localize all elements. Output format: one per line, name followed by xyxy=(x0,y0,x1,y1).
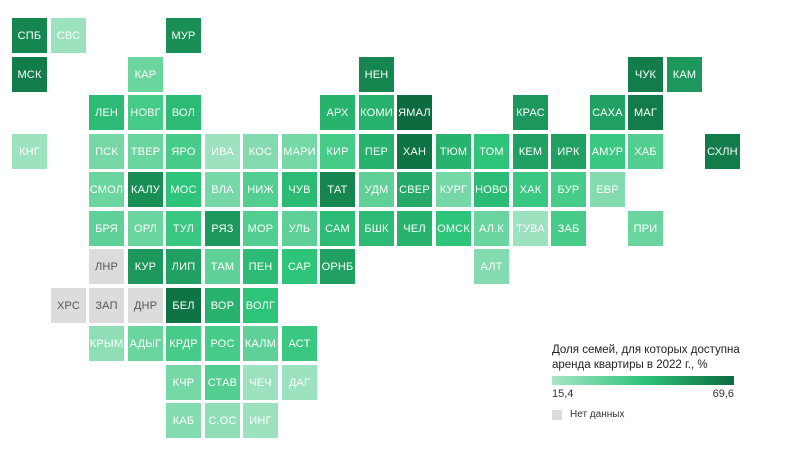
tile-59: ТУВА xyxy=(513,211,548,246)
tile-77: АДЫГ xyxy=(128,326,163,361)
tile-32: ХАБ xyxy=(628,134,663,169)
tile-25: ПЕР xyxy=(359,134,394,169)
tile-30: ИРК xyxy=(551,134,586,169)
tile-22: КОС xyxy=(243,134,278,169)
tile-26: ХАН xyxy=(397,134,432,169)
tile-6: ЧУК xyxy=(628,57,663,92)
tile-43: КУРГ xyxy=(436,172,471,207)
tile-61: ПРИ xyxy=(628,211,663,246)
tile-72: ДНР xyxy=(128,288,163,323)
tile-13: ЯМАЛ xyxy=(397,95,432,130)
tile-23: МАРИ xyxy=(282,134,317,169)
tile-81: АСТ xyxy=(282,326,317,361)
tile-55: БШК xyxy=(359,211,394,246)
tile-11: АРХ xyxy=(320,95,355,130)
tile-47: ЕВР xyxy=(590,172,625,207)
tile-17: КНГ xyxy=(12,134,47,169)
tile-12: КОМИ xyxy=(359,95,394,130)
legend-max-label: 69,6 xyxy=(712,388,734,400)
tile-19: ТВЕР xyxy=(128,134,163,169)
tile-79: РОС xyxy=(205,326,240,361)
tile-84: ЧЕЧ xyxy=(243,365,278,400)
tile-87: С.ОС xyxy=(205,403,240,438)
tile-5: НЕН xyxy=(359,57,394,92)
tile-48: БРЯ xyxy=(89,211,124,246)
tile-64: ЛИП xyxy=(166,249,201,284)
tile-45: ХАК xyxy=(513,172,548,207)
tile-58: АЛ.К xyxy=(474,211,509,246)
legend-min-label: 15,4 xyxy=(552,388,574,400)
tile-35: КАЛУ xyxy=(128,172,163,207)
tile-52: МОР xyxy=(243,211,278,246)
tile-21: ИВА xyxy=(205,134,240,169)
tile-54: САМ xyxy=(320,211,355,246)
tile-18: ПСК xyxy=(89,134,124,169)
tile-10: ВОЛ xyxy=(166,95,201,130)
tile-1: СВС xyxy=(51,18,86,53)
tile-8: ЛЕН xyxy=(89,95,124,130)
tile-82: КЧР xyxy=(166,365,201,400)
tile-29: КЕМ xyxy=(513,134,548,169)
tile-0: СПБ xyxy=(12,18,47,53)
tile-76: КРЫМ xyxy=(89,326,124,361)
tile-74: ВОР xyxy=(205,288,240,323)
tile-60: ЗАБ xyxy=(551,211,586,246)
tile-40: ТАТ xyxy=(320,172,355,207)
legend-title: Доля семей, для которых доступна аренда … xyxy=(552,344,740,371)
tile-15: САХА xyxy=(590,95,625,130)
tile-27: ТЮМ xyxy=(436,134,471,169)
tile-88: ИНГ xyxy=(243,403,278,438)
tile-67: САР xyxy=(282,249,317,284)
tile-66: ПЕН xyxy=(243,249,278,284)
tile-24: КИР xyxy=(320,134,355,169)
tile-75: ВОЛГ xyxy=(243,288,278,323)
tile-9: НОВГ xyxy=(128,95,163,130)
tile-68: ОРНБ xyxy=(320,249,355,284)
tile-20: ЯРО xyxy=(166,134,201,169)
legend-nodata: Нет данных xyxy=(552,409,742,420)
tile-62: ЛНР xyxy=(89,249,124,284)
tile-4: КАР xyxy=(128,57,163,92)
tile-80: КАЛМ xyxy=(243,326,278,361)
tile-53: УЛЬ xyxy=(282,211,317,246)
tile-34: СМОЛ xyxy=(89,172,124,207)
tile-14: КРАС xyxy=(513,95,548,130)
tile-86: КАБ xyxy=(166,403,201,438)
tile-42: СВЕР xyxy=(397,172,432,207)
tile-33: СХЛН xyxy=(705,134,740,169)
legend-ticks: 15,4 69,6 xyxy=(552,388,734,400)
tile-38: НИЖ xyxy=(243,172,278,207)
tile-16: МАГ xyxy=(628,95,663,130)
tile-41: УДМ xyxy=(359,172,394,207)
tile-7: КАМ xyxy=(667,57,702,92)
tile-78: КРДР xyxy=(166,326,201,361)
nodata-swatch xyxy=(552,409,562,420)
tile-3: МСК xyxy=(12,57,47,92)
tile-57: ОМСК xyxy=(436,211,471,246)
tile-56: ЧЕЛ xyxy=(397,211,432,246)
tile-50: ТУЛ xyxy=(166,211,201,246)
tile-2: МУР xyxy=(166,18,201,53)
tile-71: ЗАП xyxy=(89,288,124,323)
tile-73: БЕЛ xyxy=(166,288,201,323)
nodata-label: Нет данных xyxy=(570,409,625,420)
tile-83: СТАВ xyxy=(205,365,240,400)
tile-31: АМУР xyxy=(590,134,625,169)
tile-51: РЯЗ xyxy=(205,211,240,246)
tile-39: ЧУВ xyxy=(282,172,317,207)
tile-37: ВЛА xyxy=(205,172,240,207)
tile-46: БУР xyxy=(551,172,586,207)
tile-69: АЛТ xyxy=(474,249,509,284)
legend: Доля семей, для которых доступна аренда … xyxy=(552,343,742,420)
tile-70: ХРС xyxy=(51,288,86,323)
tile-85: ДАГ xyxy=(282,365,317,400)
tile-28: ТОМ xyxy=(474,134,509,169)
tile-49: ОРЛ xyxy=(128,211,163,246)
tile-36: МОС xyxy=(166,172,201,207)
tile-44: НОВО xyxy=(474,172,509,207)
tile-65: ТАМ xyxy=(205,249,240,284)
tile-63: КУР xyxy=(128,249,163,284)
legend-color-bar xyxy=(552,376,734,385)
